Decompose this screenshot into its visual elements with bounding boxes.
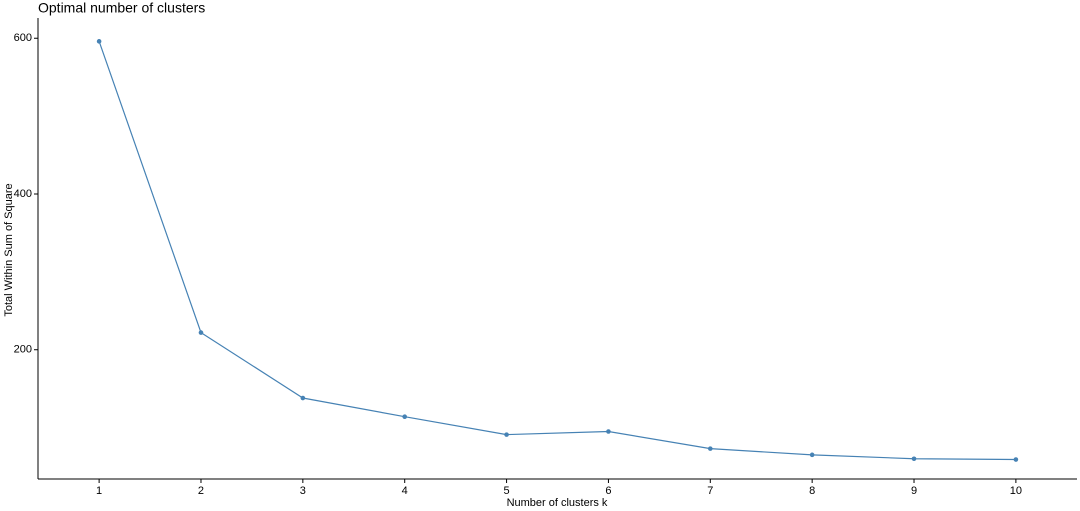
- x-tick-label: 1: [96, 485, 102, 497]
- chart-title: Optimal number of clusters: [38, 0, 205, 16]
- data-point: [707, 446, 713, 451]
- x-tick-label: 5: [504, 485, 510, 497]
- data-point: [198, 330, 204, 335]
- data-point: [504, 432, 509, 437]
- data-point: [402, 414, 408, 420]
- x-tick-label: 3: [300, 485, 306, 497]
- data-point: [96, 39, 102, 44]
- x-tick-label: 10: [1010, 485, 1022, 497]
- x-tick-label: 2: [198, 485, 204, 497]
- y-tick-label: 600: [14, 32, 32, 44]
- y-tick-label: 400: [14, 188, 32, 200]
- x-tick-label: 8: [809, 485, 815, 497]
- x-tick-label: 7: [707, 485, 713, 497]
- data-point: [1013, 457, 1019, 462]
- x-tick-label: 9: [911, 485, 917, 497]
- data-point: [809, 452, 815, 458]
- x-tick-label: 6: [605, 485, 611, 497]
- data-line: [98, 41, 1016, 461]
- data-point: [911, 456, 917, 462]
- data-point: [300, 395, 306, 401]
- y-axis-label: Total Within Sum of Square: [3, 183, 15, 316]
- data-point: [606, 429, 611, 434]
- y-tick-label: 200: [14, 344, 32, 356]
- x-axis-label: Number of clusters k: [507, 497, 608, 509]
- x-tick-label: 4: [402, 485, 408, 497]
